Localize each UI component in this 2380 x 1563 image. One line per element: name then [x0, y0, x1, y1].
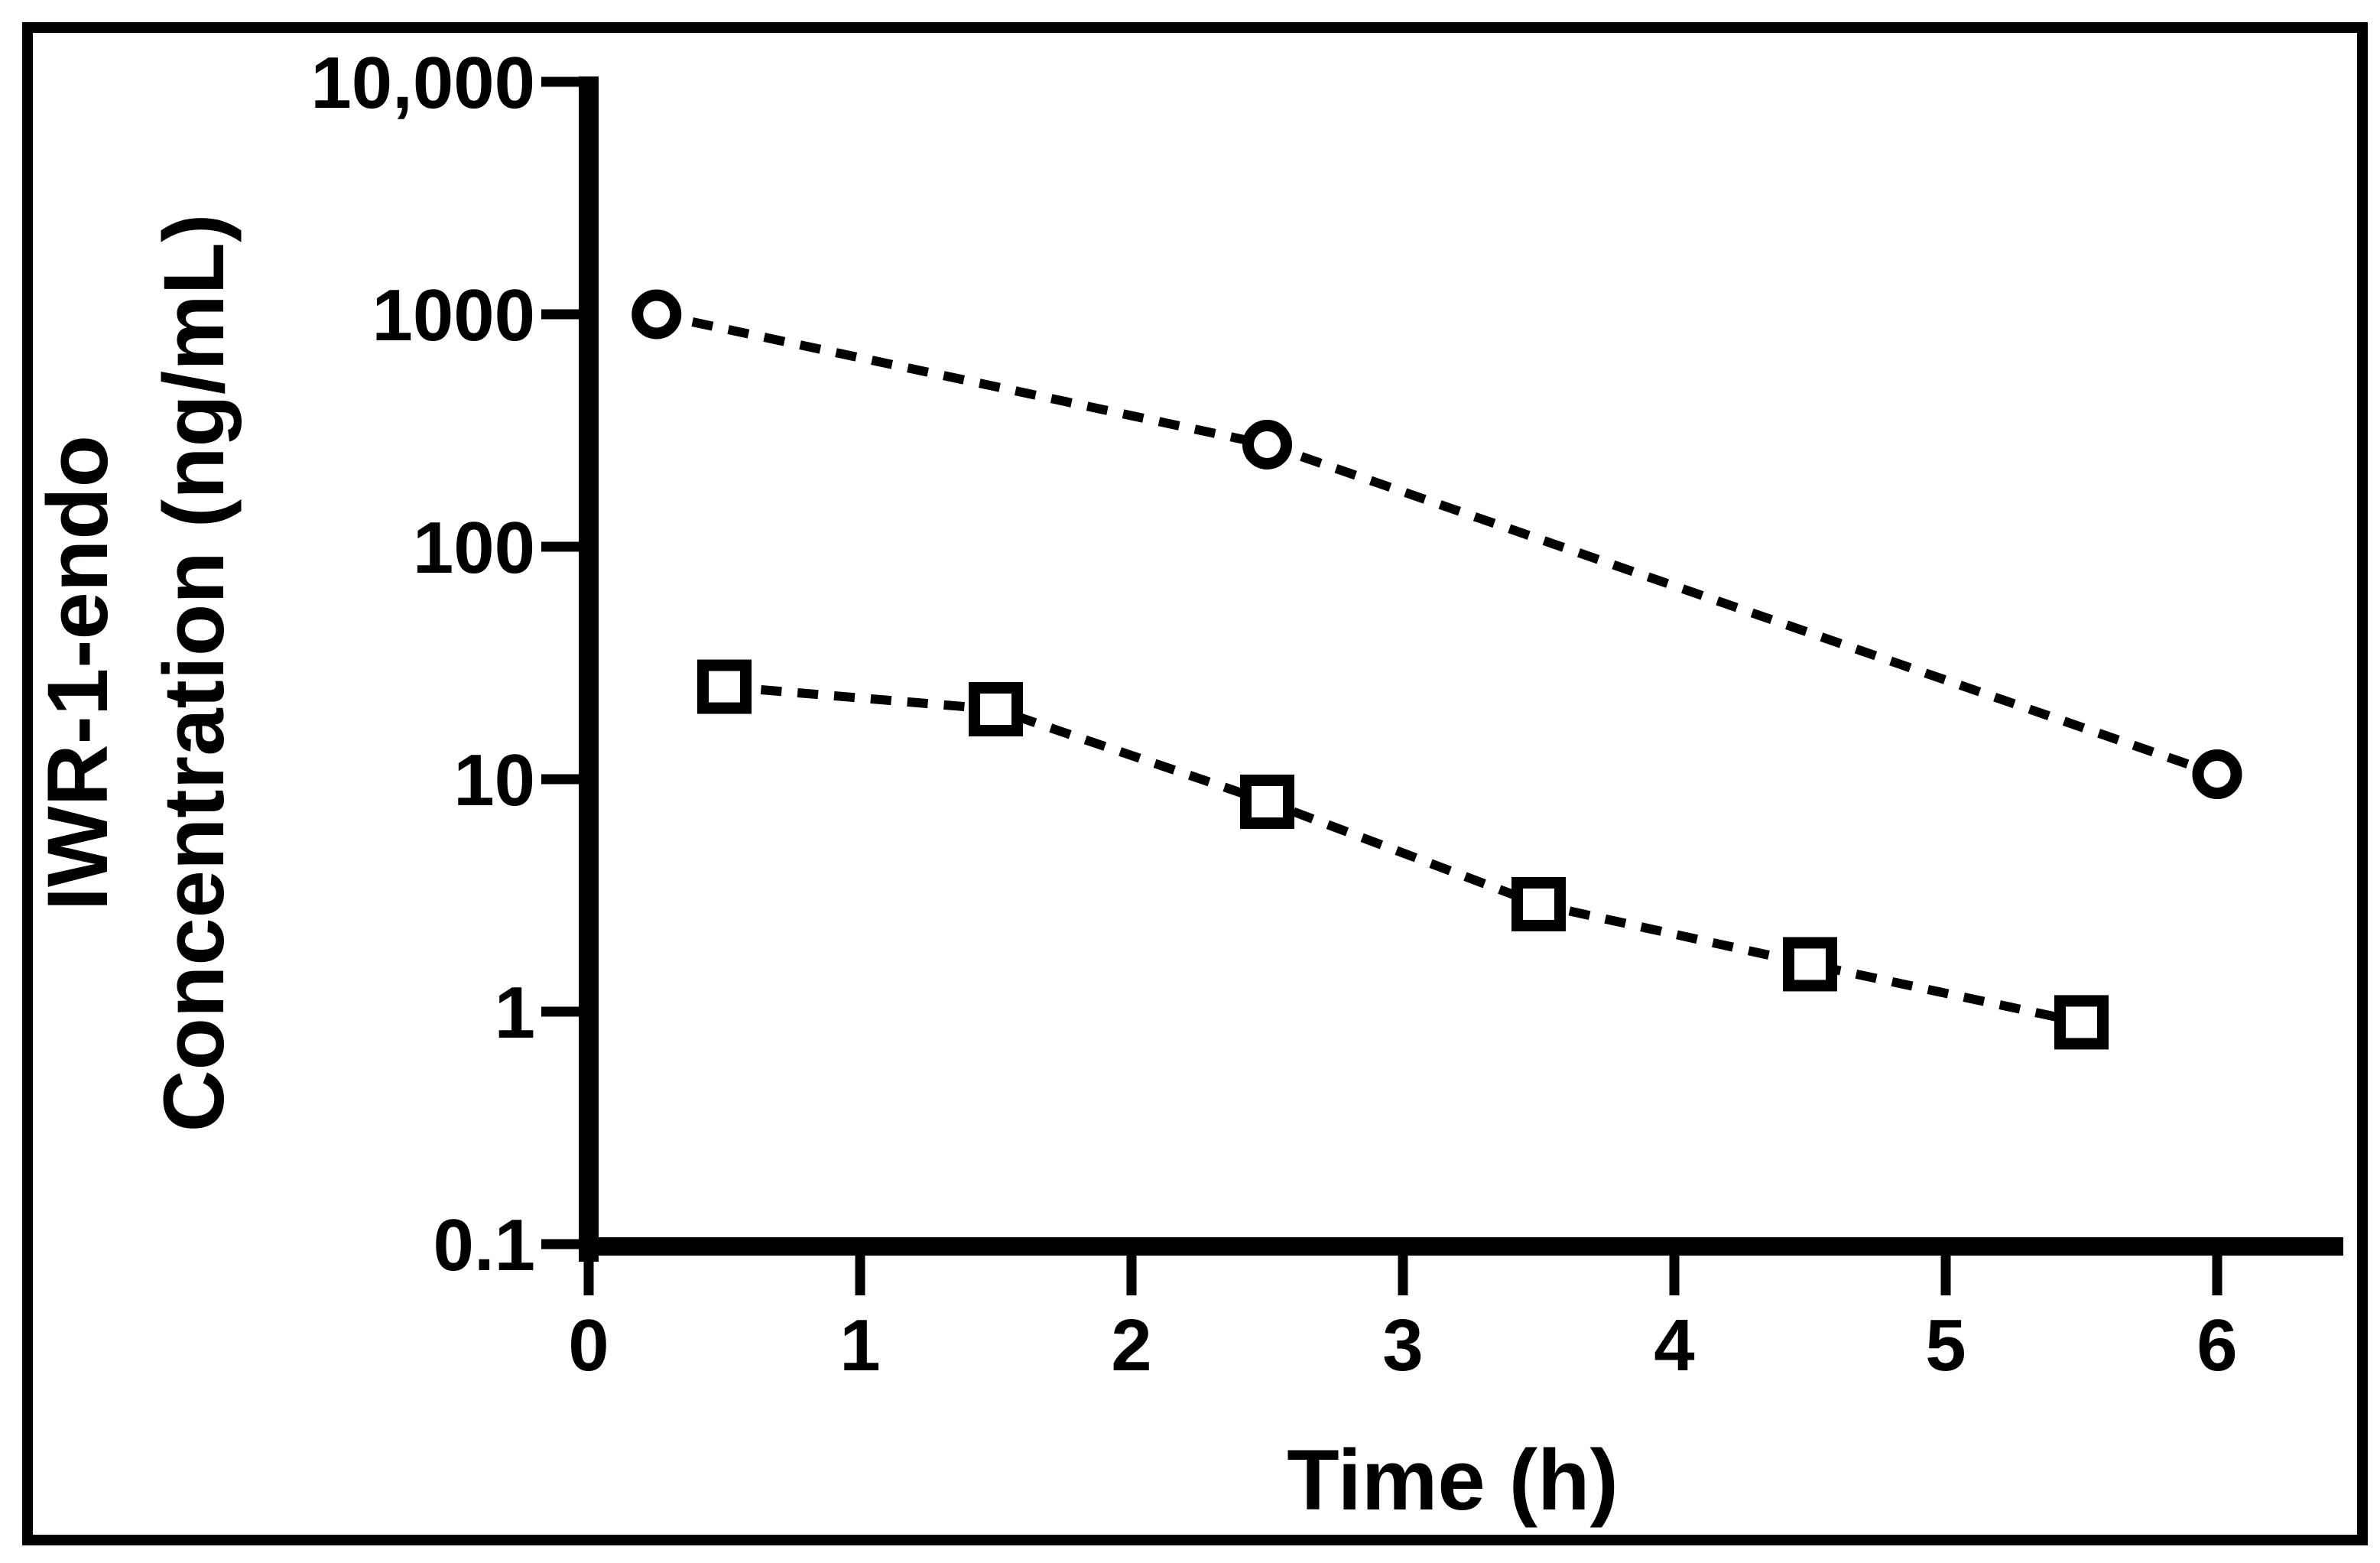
series-markers	[632, 289, 2242, 1050]
square-marker	[1783, 937, 1837, 992]
y-tick-label-0-1: 0.1	[433, 1204, 535, 1286]
y-tick-labels: 10,000 1000 100 10 1 0.1	[310, 42, 535, 1286]
x-tick-label-3: 3	[1382, 1305, 1423, 1386]
y-tick-label-100: 100	[413, 507, 535, 589]
x-axis-title: Time (h)	[1287, 1432, 1619, 1528]
circle-marker	[2192, 749, 2242, 800]
series-lines	[655, 310, 2219, 1027]
square-marker	[697, 659, 752, 714]
square-series-line	[724, 682, 2083, 1027]
square-marker	[1511, 876, 1566, 931]
x-tick-label-5: 5	[1925, 1305, 1966, 1386]
y-tick-label-1: 1	[495, 972, 535, 1054]
circle-series-line	[655, 310, 2219, 779]
x-tick-label-2: 2	[1111, 1305, 1151, 1386]
y-axis-title-line1: IWR-1-endo	[30, 435, 125, 911]
y-tick-label-10: 10	[453, 739, 535, 821]
x-tick-label-0: 0	[568, 1305, 609, 1386]
x-tick-labels: 0 1 2 3 4 5 6	[568, 1305, 2237, 1386]
x-tick-label-6: 6	[2197, 1305, 2237, 1386]
figure-border	[22, 22, 2368, 1545]
square-marker	[969, 681, 1023, 736]
square-marker	[1240, 774, 1294, 829]
y-axis-title-line2: Concentration (ng/mL)	[146, 214, 242, 1132]
y-tick-label-1000: 1000	[372, 275, 535, 356]
y-ticks	[541, 76, 590, 1249]
x-ticks	[583, 1246, 2223, 1295]
y-tick-label-10000: 10,000	[310, 42, 535, 124]
x-tick-label-4: 4	[1654, 1305, 1694, 1386]
square-marker	[2054, 995, 2109, 1050]
circle-marker	[1242, 419, 1292, 470]
x-tick-label-1: 1	[839, 1305, 880, 1386]
circle-marker	[632, 289, 682, 340]
